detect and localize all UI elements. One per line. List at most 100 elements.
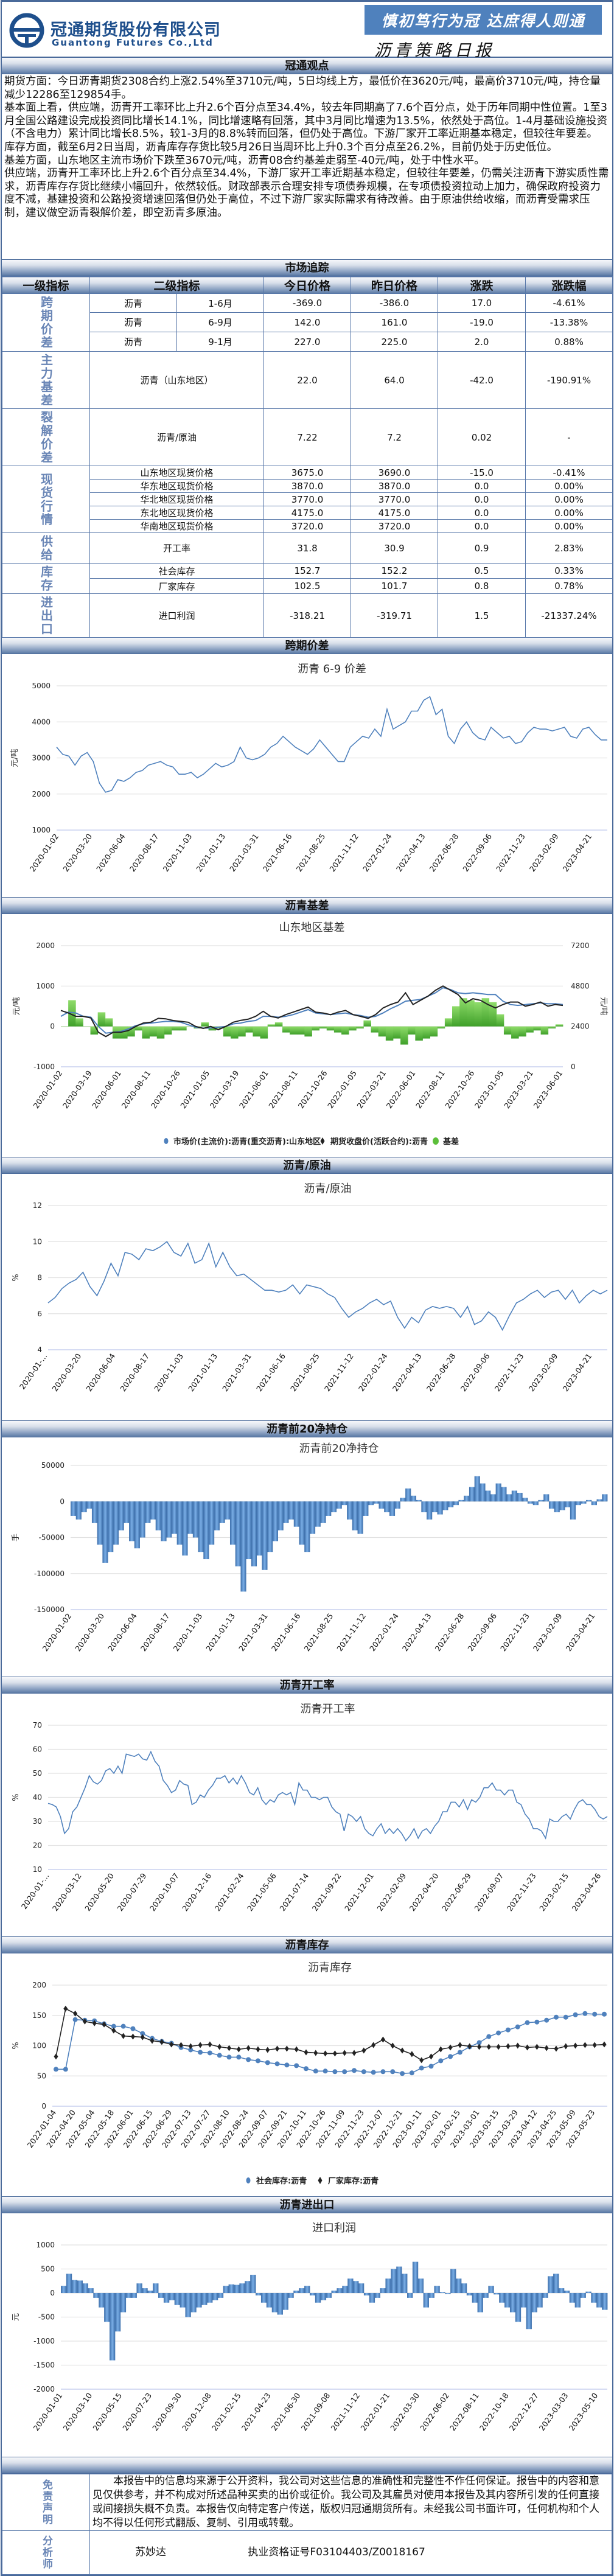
cell-name: 沥青（山东地区） <box>89 351 265 409</box>
data-point-marker <box>274 2061 280 2067</box>
report-header: 冠通期货股份有限公司 Guantong Futures Co.,Ltd 慎初笃行… <box>2 2 612 60</box>
bar <box>214 1501 220 1531</box>
data-point-marker <box>534 2044 539 2050</box>
x-tick-label: 2022-06-28 <box>433 1611 466 1653</box>
cell-change: -15.0 <box>438 466 526 480</box>
data-point-marker <box>188 2047 194 2053</box>
x-tick-label: 2021-06-16 <box>254 1352 287 1393</box>
bar <box>450 2269 456 2293</box>
x-tick-label: 2022-01-24 <box>357 1352 389 1393</box>
bar <box>385 2278 391 2293</box>
section-header-viewpoint: 冠通观点 <box>2 58 612 74</box>
y-right-axis-label: 元/吨 <box>599 997 608 1015</box>
chart-crack-section: 沥青/原油 4 6 8 10 12% 2020-01-... 2020-03-20 2020-0… <box>2 1174 612 1421</box>
x-tick-label: 2023-04-21 <box>560 1352 593 1393</box>
col-header: 今日价格 <box>263 276 352 294</box>
bar <box>368 1501 374 1506</box>
legend-label: 期货收盘价(活跃合约):沥青 <box>330 1137 428 1147</box>
data-point-marker <box>304 2049 309 2056</box>
table-row: 现货行情 山东地区现货价格 3675.0 3690.0 -15.0 -0.41% <box>2 466 613 533</box>
x-tick-label: 2020-01-... <box>18 1352 49 1391</box>
x-tick-label: 2022-04-13 <box>400 1611 433 1653</box>
bar <box>174 2293 181 2305</box>
bar <box>458 1499 464 1502</box>
bar <box>363 1501 369 1516</box>
data-point-marker <box>515 2042 520 2049</box>
cell-yesterday: 152.2 <box>351 563 439 579</box>
bar <box>266 2293 273 2308</box>
bar <box>145 1501 151 1523</box>
bar <box>509 2293 516 2312</box>
data-point-marker <box>284 2062 290 2068</box>
x-tick-label: 2023-03-21 <box>502 1069 535 1110</box>
bar <box>68 1000 76 1027</box>
bar <box>485 1490 491 1502</box>
cell-name: 华南地区现货价格 <box>89 519 265 533</box>
bar <box>494 2293 500 2295</box>
bar <box>66 2274 72 2293</box>
cell-yesterday: 3870.0 <box>351 479 439 493</box>
data-point-marker <box>496 2044 501 2050</box>
data-point-marker <box>208 2041 212 2048</box>
y-tick-label: 3000 <box>32 754 51 763</box>
bar <box>472 2293 478 2303</box>
bar <box>234 2285 240 2293</box>
bar <box>480 1483 486 1502</box>
disclaimer-label: 免责声明 <box>2 2474 90 2531</box>
bar <box>142 2288 148 2293</box>
bar <box>437 1026 445 1028</box>
bar <box>503 1026 512 1035</box>
bar <box>341 1501 347 1506</box>
series-line <box>56 696 607 793</box>
legend-marker <box>164 1138 169 1144</box>
y-tick-label: 30 <box>33 1817 42 1826</box>
bar <box>448 1501 454 1507</box>
x-tick-label: 2023-02-15 <box>537 1871 570 1913</box>
report-title: 沥青策略日报 <box>374 41 495 60</box>
cell-name: 开工率 <box>89 532 265 564</box>
x-tick-label: 2020-06-01 <box>90 1069 123 1110</box>
data-point-marker <box>236 2054 242 2060</box>
bar <box>522 1498 528 1502</box>
x-tick-label: 2020-03-20 <box>50 1352 83 1393</box>
bar <box>297 1026 305 1035</box>
x-tick-label: 2021-03-19 <box>208 1069 241 1110</box>
data-point-marker <box>102 2021 106 2028</box>
x-tick-label: 2022-02-09 <box>375 1871 408 1913</box>
data-point-marker <box>63 2067 68 2072</box>
bar <box>134 1026 142 1031</box>
bar <box>407 2293 413 2298</box>
data-point-marker <box>592 2011 598 2017</box>
table-row: 进出口 进口利润 -318.21 -319.71 1.5 -21337.24% <box>2 593 613 638</box>
cell-sub: 9-1月 <box>176 332 265 352</box>
section-header-spread: 跨期价差 <box>2 638 612 654</box>
cell-pct: 0.00% <box>525 479 613 493</box>
bar <box>464 1495 470 1502</box>
x-tick-label: 2020-07-23 <box>120 2391 153 2432</box>
inventory-chart: 沥青库存050100150200%2022-01-042022-04-20202… <box>12 1961 607 2186</box>
data-point-marker <box>284 2045 289 2052</box>
x-tick-label: 2020-03-10 <box>61 2391 94 2432</box>
x-tick-label: 2021-08-25 <box>294 832 327 873</box>
data-point-marker <box>54 2067 58 2072</box>
bar <box>326 1026 335 1031</box>
bar <box>114 2293 121 2332</box>
y-tick-label: 0 <box>60 1497 65 1506</box>
cell-change: 17.0 <box>438 293 526 313</box>
x-tick-label: 2021-11-12 <box>327 832 360 873</box>
bar <box>97 1501 103 1545</box>
legend-label: 市场价(主流价):沥青(重交沥青):山东地区 <box>173 1137 321 1147</box>
cell-today: 102.5 <box>263 578 352 594</box>
section-header-import-export: 沥青进出口 <box>2 2197 612 2213</box>
paragraph-fundamentals: 基本面上看，供应端，沥青开工率环比上升2.6个百分点至34.4%，较去年同期高了… <box>4 102 608 141</box>
x-tick-label: 2023-05-10 <box>567 2391 599 2432</box>
bar <box>337 2288 343 2293</box>
cell-change: -42.0 <box>438 351 526 409</box>
bar <box>282 1026 290 1033</box>
group-label: 主力基差 <box>2 351 90 409</box>
y-tick-label: 500 <box>41 2265 55 2274</box>
data-point-marker <box>140 2031 145 2036</box>
cell-pct: -21337.24% <box>525 593 613 638</box>
col-header: 二级指标 <box>89 276 265 294</box>
chart-basis-section: 山东地区基差 -1000 0 1000 2000 0 2400 4800 7200 元/吨 元/吨 2… <box>2 914 612 1157</box>
